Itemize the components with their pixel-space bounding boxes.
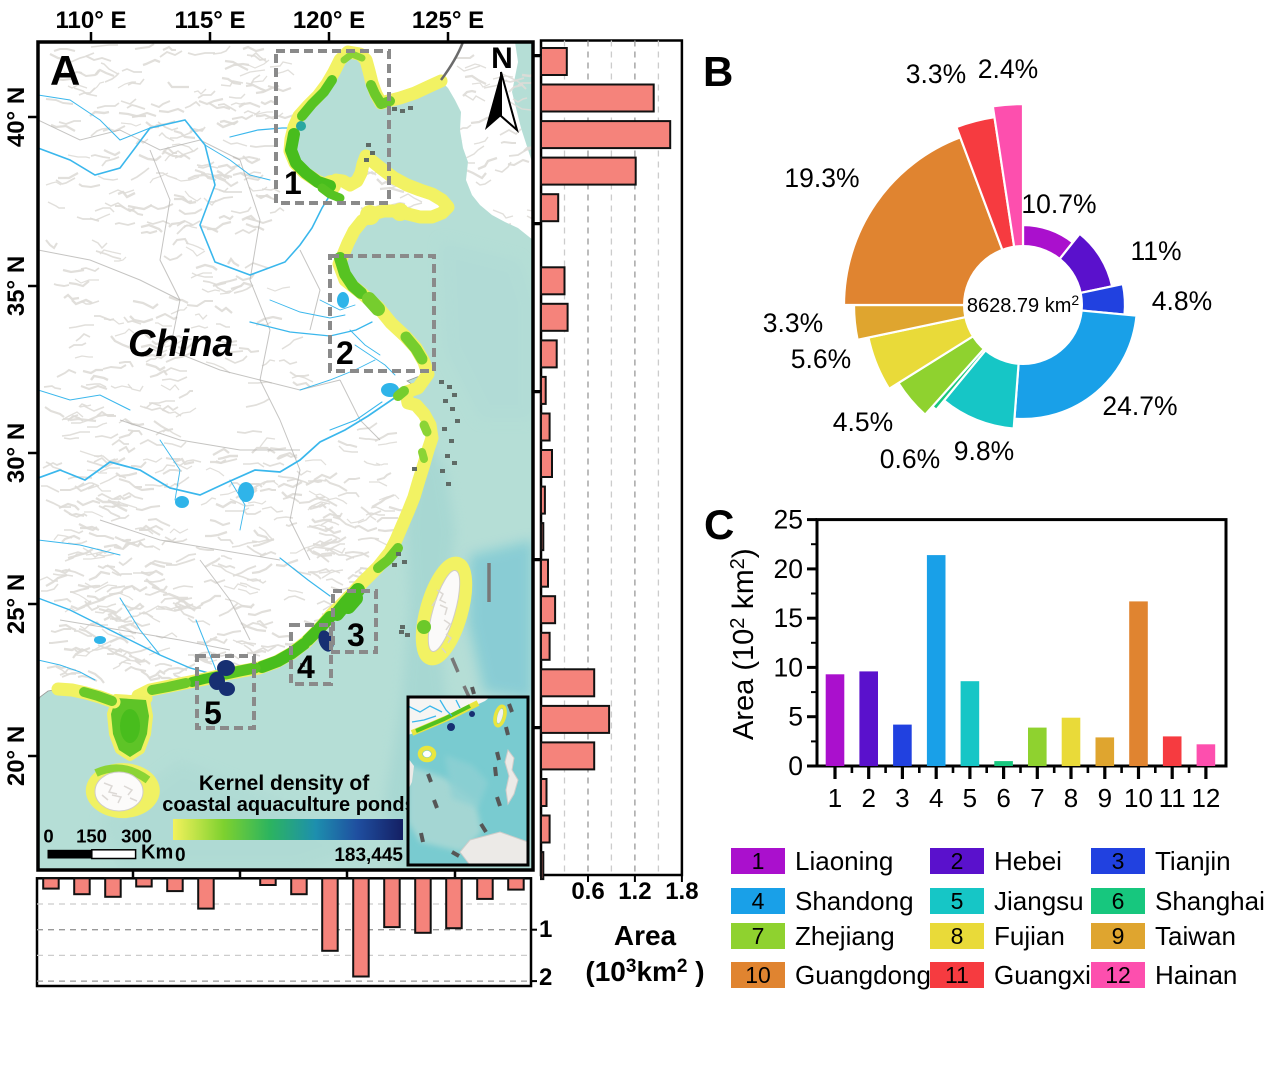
- svg-text:20° N: 20° N: [3, 726, 30, 786]
- svg-text:10: 10: [1124, 783, 1153, 813]
- svg-text:Shanghai: Shanghai: [1155, 886, 1265, 916]
- svg-text:Taiwan: Taiwan: [1155, 921, 1236, 951]
- svg-text:3: 3: [347, 617, 365, 653]
- svg-text:11%: 11%: [1130, 236, 1181, 266]
- svg-text:35° N: 35° N: [3, 256, 30, 316]
- svg-text:2: 2: [951, 848, 964, 874]
- svg-text:110° E: 110° E: [56, 7, 127, 34]
- svg-text:1: 1: [752, 848, 765, 874]
- svg-text:C: C: [704, 501, 734, 548]
- svg-text:Guangdong: Guangdong: [795, 960, 931, 990]
- svg-text:1.8: 1.8: [665, 878, 698, 905]
- svg-text:A: A: [50, 47, 80, 94]
- svg-text:4: 4: [752, 888, 765, 914]
- svg-text:4: 4: [297, 649, 315, 685]
- svg-text:1: 1: [539, 916, 552, 943]
- svg-text:1.2: 1.2: [618, 878, 651, 905]
- svg-text:3.3%: 3.3%: [763, 308, 823, 338]
- svg-text:Shandong: Shandong: [795, 886, 914, 916]
- svg-text:11: 11: [1159, 783, 1186, 813]
- svg-text:9: 9: [1098, 783, 1112, 813]
- svg-text:2: 2: [539, 964, 552, 991]
- svg-text:5.6%: 5.6%: [791, 344, 851, 374]
- svg-text:125° E: 125° E: [412, 7, 484, 34]
- svg-text:0: 0: [43, 826, 53, 847]
- svg-text:15: 15: [774, 603, 803, 633]
- svg-text:8: 8: [1064, 783, 1078, 813]
- svg-text:10: 10: [745, 962, 771, 988]
- svg-text:(103km2 ): (103km2 ): [585, 956, 704, 987]
- svg-text:19.3%: 19.3%: [784, 163, 859, 193]
- svg-text:300: 300: [121, 826, 152, 847]
- svg-text:Km: Km: [141, 842, 173, 864]
- svg-text:115° E: 115° E: [175, 7, 246, 34]
- svg-text:5: 5: [951, 888, 964, 914]
- svg-text:4.8%: 4.8%: [1152, 286, 1212, 316]
- svg-text:Kernel density of: Kernel density of: [199, 772, 370, 795]
- svg-text:0: 0: [788, 751, 803, 781]
- svg-text:5: 5: [788, 702, 803, 732]
- svg-text:N: N: [491, 42, 513, 75]
- svg-text:0.6%: 0.6%: [880, 444, 940, 474]
- svg-text:coastal aquaculture ponds: coastal aquaculture ponds: [162, 794, 415, 816]
- svg-text:2: 2: [861, 783, 875, 813]
- svg-text:5: 5: [204, 695, 222, 731]
- svg-text:3: 3: [895, 783, 909, 813]
- svg-text:11: 11: [945, 962, 969, 988]
- svg-text:Liaoning: Liaoning: [795, 846, 893, 876]
- svg-text:20: 20: [774, 554, 803, 584]
- svg-text:25: 25: [774, 505, 803, 535]
- svg-text:4.5%: 4.5%: [833, 407, 893, 437]
- svg-text:9: 9: [1112, 923, 1125, 949]
- svg-text:Area (102 km2): Area (102 km2): [727, 548, 760, 740]
- svg-text:Zhejiang: Zhejiang: [795, 921, 895, 951]
- svg-text:30° N: 30° N: [3, 423, 30, 483]
- svg-text:12: 12: [1105, 962, 1131, 988]
- svg-text:40° N: 40° N: [3, 87, 30, 147]
- svg-text:25° N: 25° N: [3, 574, 30, 634]
- svg-text:24.7%: 24.7%: [1102, 391, 1177, 421]
- svg-text:China: China: [128, 323, 234, 365]
- svg-text:Hainan: Hainan: [1155, 960, 1237, 990]
- svg-text:Area: Area: [614, 920, 677, 951]
- svg-text:10: 10: [774, 652, 803, 682]
- svg-text:Tianjin: Tianjin: [1155, 846, 1231, 876]
- svg-text:Guangxi: Guangxi: [994, 960, 1091, 990]
- svg-text:9.8%: 9.8%: [954, 436, 1014, 466]
- svg-text:183,445: 183,445: [334, 845, 403, 866]
- svg-text:2.4%: 2.4%: [978, 54, 1038, 84]
- svg-text:1: 1: [828, 783, 842, 813]
- svg-text:0: 0: [175, 845, 186, 866]
- svg-text:12: 12: [1191, 783, 1220, 813]
- svg-text:1: 1: [284, 165, 302, 201]
- svg-text:8628.79 km2: 8628.79 km2: [967, 292, 1080, 317]
- svg-text:6: 6: [996, 783, 1010, 813]
- svg-text:7: 7: [1030, 783, 1044, 813]
- svg-text:Jiangsu: Jiangsu: [994, 886, 1084, 916]
- svg-text:150: 150: [76, 826, 107, 847]
- svg-text:Hebei: Hebei: [994, 846, 1062, 876]
- svg-text:7: 7: [752, 923, 765, 949]
- svg-text:2: 2: [336, 335, 354, 371]
- svg-text:4: 4: [929, 783, 943, 813]
- svg-text:6: 6: [1112, 888, 1125, 914]
- svg-text:0.6: 0.6: [571, 878, 604, 905]
- svg-text:10.7%: 10.7%: [1021, 189, 1096, 219]
- svg-text:3.3%: 3.3%: [906, 59, 966, 89]
- svg-text:Fujian: Fujian: [994, 921, 1065, 951]
- svg-text:5: 5: [963, 783, 977, 813]
- svg-text:8: 8: [951, 923, 964, 949]
- svg-text:120° E: 120° E: [293, 7, 365, 34]
- svg-text:3: 3: [1112, 848, 1125, 874]
- svg-text:B: B: [703, 48, 733, 95]
